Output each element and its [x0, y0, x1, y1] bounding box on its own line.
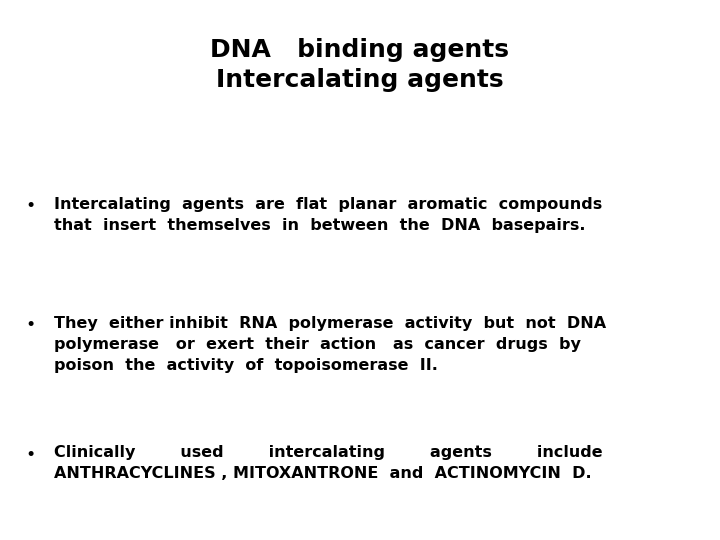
Text: Clinically        used        intercalating        agents        include
ANTHRAC: Clinically used intercalating agents inc…	[54, 446, 603, 482]
Text: •: •	[25, 316, 35, 334]
Text: Intercalating  agents  are  flat  planar  aromatic  compounds
that  insert  them: Intercalating agents are flat planar aro…	[54, 197, 602, 233]
Text: •: •	[25, 446, 35, 463]
Text: •: •	[25, 197, 35, 215]
Text: They  either inhibit  RNA  polymerase  activity  but  not  DNA
polymerase   or  : They either inhibit RNA polymerase activ…	[54, 316, 606, 373]
Text: DNA   binding agents
Intercalating agents: DNA binding agents Intercalating agents	[210, 38, 510, 92]
